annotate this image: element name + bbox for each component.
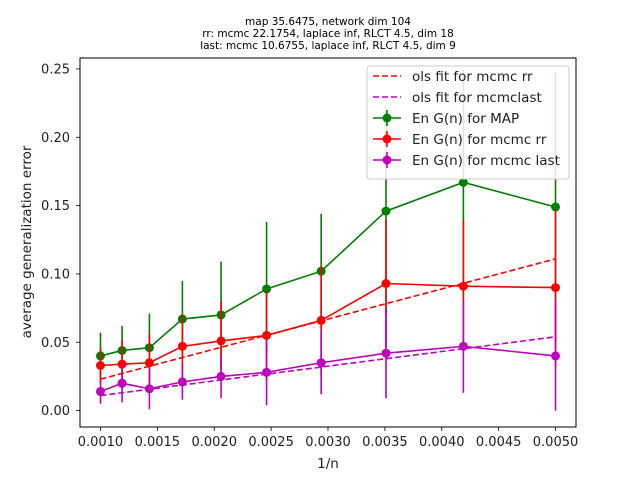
fit-line	[100, 336, 556, 397]
series-ols-fit-for-mcmclast	[100, 336, 556, 397]
y-axis-label: average generalization error	[19, 145, 35, 338]
legend-swatch-marker	[382, 113, 392, 123]
x-tick-label: 0.0040	[419, 435, 465, 450]
data-point	[381, 348, 391, 358]
data-point	[262, 284, 272, 294]
legend-item-ols-fit-for-mcmclast: ols fit for mcmclast	[373, 90, 542, 106]
y-tick-label: 0.10	[41, 267, 70, 282]
x-axis-label: 1/n	[317, 456, 339, 472]
x-tick-label: 0.0015	[135, 435, 181, 450]
data-point	[316, 358, 326, 368]
data-point	[551, 351, 561, 361]
chart-title-line-3: last: mcmc 10.6755, laplace inf, RLCT 4.…	[200, 40, 456, 52]
legend-box	[366, 65, 570, 180]
legend-item-en-g-n-for-map: En G(n) for MAP	[373, 110, 519, 127]
chart-title-line-2: rr: mcmc 22.1754, laplace inf, RLCT 4.5,…	[202, 28, 454, 40]
legend-label: En G(n) for mcmc rr	[412, 132, 547, 148]
legend-item-ols-fit-for-mcmc-rr: ols fit for mcmc rr	[373, 69, 533, 85]
legend-item-en-g-n-for-mcmc-rr: En G(n) for mcmc rr	[373, 131, 547, 148]
data-point	[95, 386, 105, 396]
chart-title-line-1: map 35.6475, network dim 104	[245, 16, 411, 28]
data-point	[551, 283, 561, 293]
y-tick-label: 0.00	[41, 404, 70, 419]
data-point	[216, 371, 226, 381]
plot-area	[95, 70, 561, 411]
data-point	[144, 358, 154, 368]
series-ols-fit-for-mcmc-rr	[100, 258, 556, 380]
y-tick-label: 0.05	[41, 336, 70, 351]
series-line	[100, 181, 556, 357]
x-tick-label: 0.0025	[248, 435, 294, 450]
data-point	[381, 279, 391, 288]
legend-swatch-marker	[382, 134, 392, 144]
x-tick-label: 0.0020	[191, 435, 237, 450]
y-axis: 0.00 0.05 0.10 0.15 0.20 0.25	[41, 62, 80, 419]
data-point	[95, 361, 105, 370]
series-line	[100, 282, 556, 367]
data-point	[117, 378, 127, 388]
data-point	[458, 177, 468, 187]
chart-title: map 35.6475, network dim 104 rr: mcmc 22…	[200, 16, 456, 52]
legend-item-en-g-n-for-mcmc-last: En G(n) for mcmc last	[373, 152, 560, 169]
legend-label: En G(n) for MAP	[412, 111, 519, 127]
legend: ols fit for mcmc rr ols fit for mcmclast E…	[366, 65, 570, 180]
y-tick-label: 0.15	[41, 199, 70, 214]
data-point	[551, 202, 561, 212]
series-en-g-n-for-mcmc-last	[95, 299, 561, 411]
y-tick-label: 0.25	[41, 62, 70, 77]
data-point	[177, 341, 187, 351]
fit-line	[100, 258, 556, 380]
x-tick-label: 0.0035	[362, 435, 408, 450]
x-axis: 0.0010 0.0015 0.0020 0.0025 0.0030 0.0035 0.00…	[78, 427, 579, 450]
series-en-g-n-for-mcmc-rr	[95, 209, 561, 392]
x-tick-label: 0.0045	[476, 435, 522, 450]
data-point	[216, 336, 226, 346]
legend-label: En G(n) for mcmc last	[412, 153, 560, 169]
x-tick-label: 0.0030	[305, 435, 351, 450]
x-tick-label: 0.0050	[533, 435, 579, 450]
legend-swatch-marker	[382, 155, 392, 165]
x-tick-label: 0.0010	[78, 435, 124, 450]
series-line	[100, 345, 556, 393]
legend-label: ols fit for mcmc rr	[412, 69, 533, 85]
y-tick-label: 0.20	[41, 131, 70, 146]
data-point	[262, 367, 272, 377]
legend-label: ols fit for mcmclast	[412, 90, 542, 106]
data-point	[381, 206, 391, 216]
